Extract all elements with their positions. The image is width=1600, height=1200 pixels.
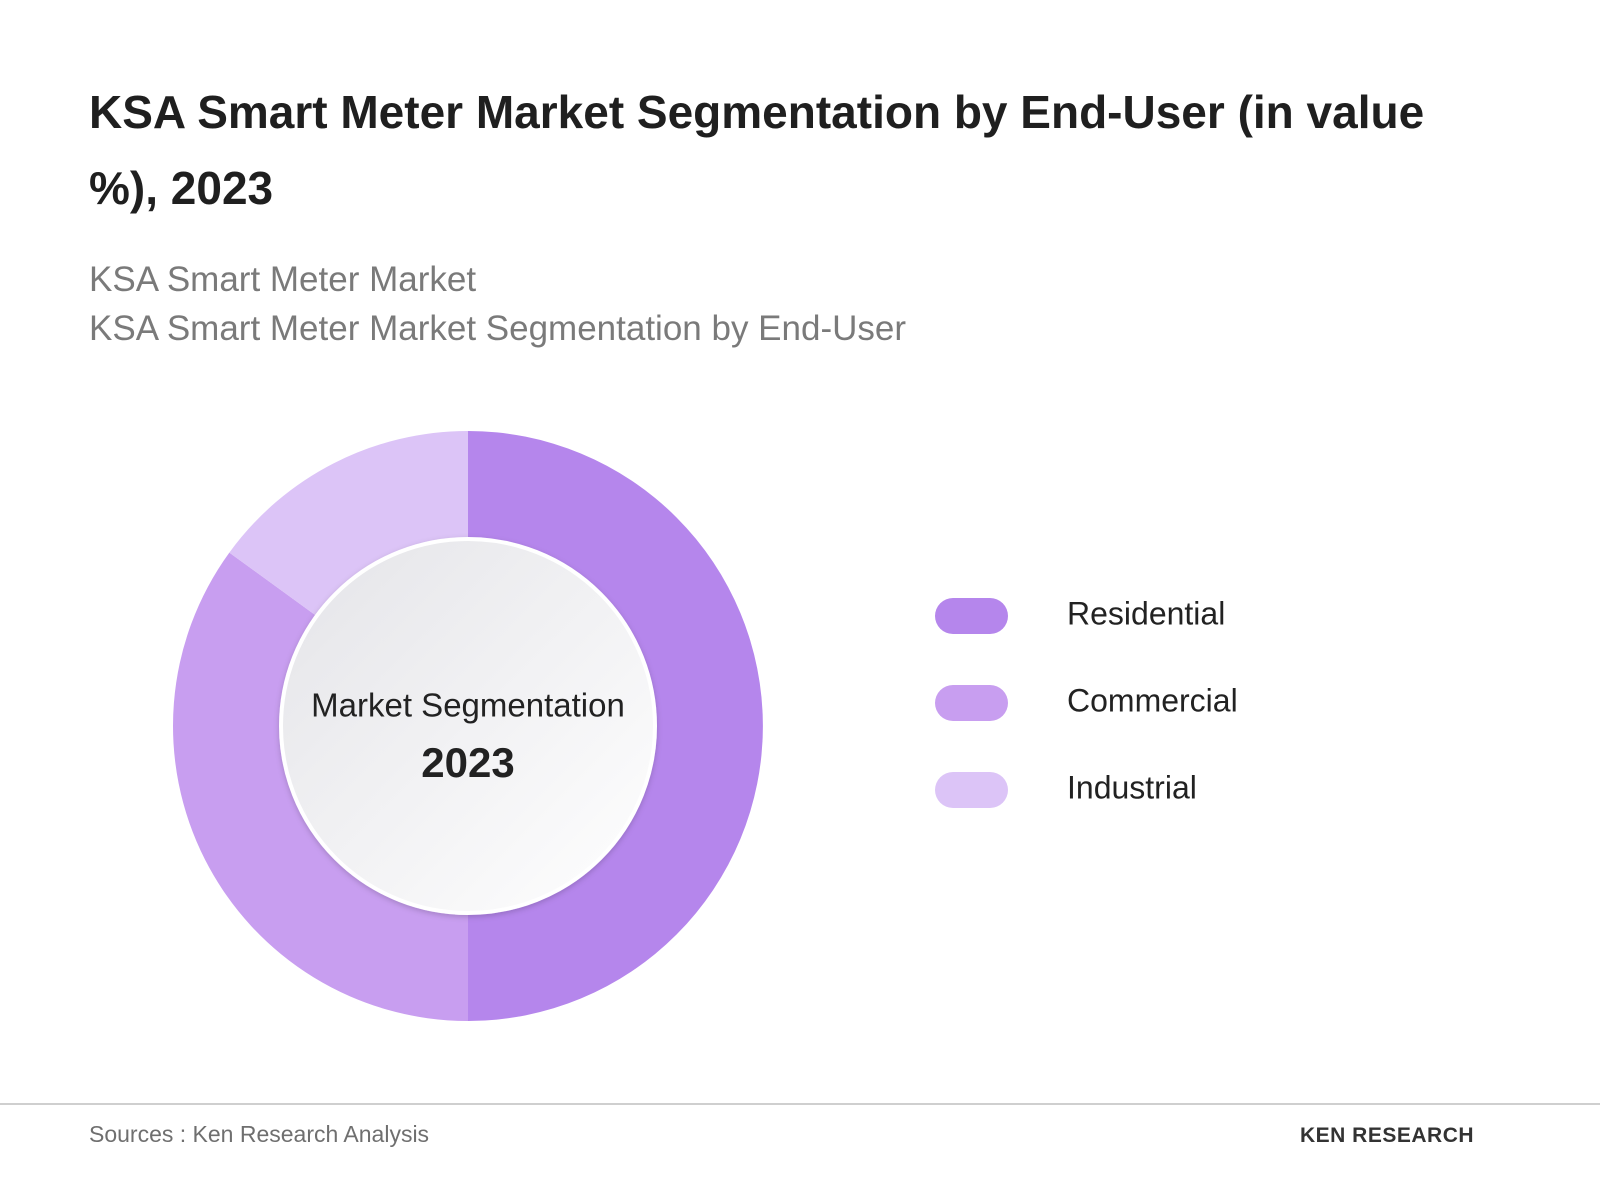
- legend-label: Industrial: [1067, 769, 1197, 805]
- donut-hub: [279, 537, 657, 915]
- subtitle: KSA Smart Meter Market: [89, 260, 477, 299]
- center-label: Market Segmentation: [311, 687, 625, 724]
- legend-label: Residential: [1067, 595, 1225, 631]
- subtitle: KSA Smart Meter Market Segmentation by E…: [89, 309, 906, 348]
- donut-slice: [172, 552, 468, 1021]
- source-note: Sources : Ken Research Analysis: [89, 1121, 430, 1147]
- donut-slice: [468, 431, 763, 1021]
- divider: [0, 1103, 1600, 1105]
- legend-swatch: [935, 772, 1008, 808]
- logo: KEN RESEARCH: [1300, 1124, 1475, 1147]
- center-year: 2023: [421, 739, 514, 786]
- legend-swatch: [935, 685, 1008, 721]
- legend-label: Commercial: [1067, 682, 1238, 718]
- donut-slice: [229, 431, 468, 627]
- chart-title: KSA Smart Meter Market Segmentation by E…: [89, 86, 1425, 214]
- legend-swatch: [935, 598, 1008, 634]
- chart: Market Segmentation 2023 Residential Comm…: [172, 431, 1238, 1021]
